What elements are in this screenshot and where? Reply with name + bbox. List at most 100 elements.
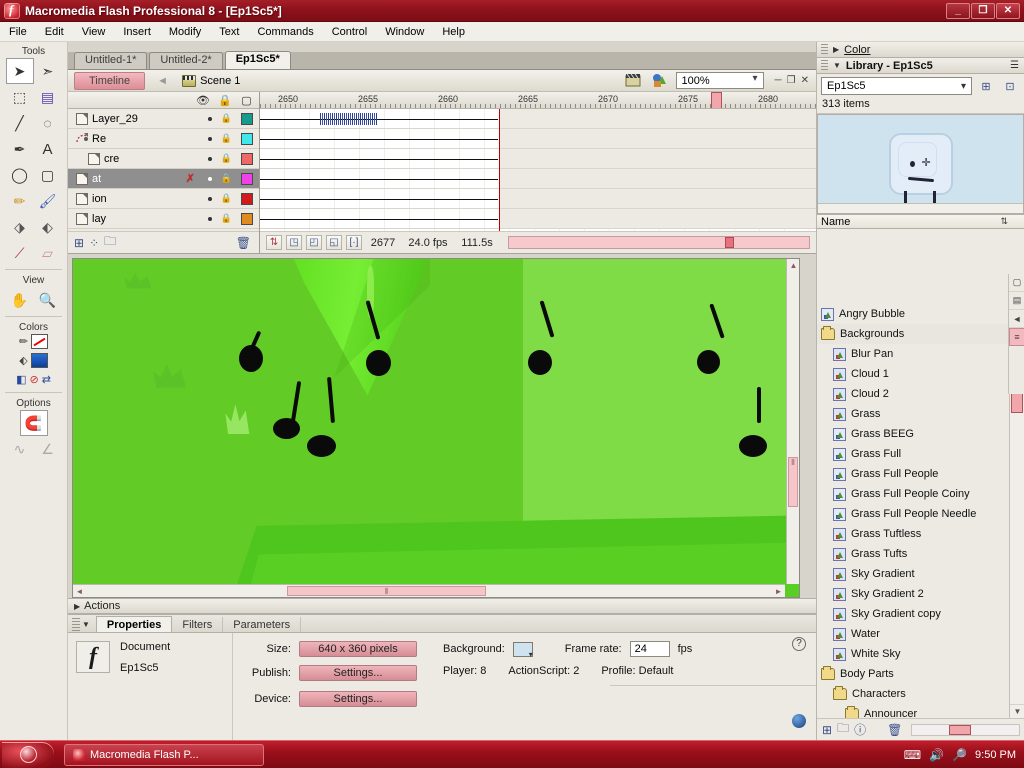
tab-parameters[interactable]: Parameters bbox=[223, 617, 302, 632]
taskbar-item-flash[interactable]: Macromedia Flash P... bbox=[64, 743, 264, 766]
panel-grip[interactable] bbox=[72, 618, 80, 632]
clock[interactable]: 9:50 PM bbox=[975, 748, 1016, 761]
frame-row[interactable] bbox=[260, 149, 816, 169]
stage-vscroll-thumb[interactable]: ⦀ bbox=[788, 457, 798, 508]
layer-outline-color[interactable] bbox=[241, 152, 253, 165]
layer-row[interactable]: Layer_29 🔒 bbox=[68, 109, 259, 129]
panel-strip-list-icon[interactable]: ▤ bbox=[1009, 292, 1024, 310]
layer-lock-toggle[interactable]: 🔒 bbox=[220, 113, 232, 123]
panel-grip[interactable] bbox=[821, 43, 828, 56]
new-folder-icon[interactable]: 🗀 bbox=[837, 721, 850, 735]
stage-scroll-up-arrow[interactable]: ▲ bbox=[789, 261, 798, 270]
list-item[interactable]: Angry Bubble bbox=[817, 304, 1008, 324]
start-button[interactable] bbox=[2, 741, 54, 768]
list-item[interactable]: Blur Pan bbox=[817, 344, 1008, 364]
frame-row[interactable] bbox=[260, 189, 816, 209]
actions-expand-arrow[interactable]: ▶ bbox=[74, 601, 81, 611]
edit-scene-icon[interactable] bbox=[624, 72, 644, 90]
add-motion-guide-icon[interactable]: ⁘ bbox=[89, 235, 100, 250]
panel-options-icon[interactable]: ☰ bbox=[1010, 60, 1019, 71]
black-and-white-icon[interactable]: ◧ bbox=[16, 374, 27, 386]
timeline-horizontal-scrollbar[interactable] bbox=[508, 236, 810, 249]
layer-outline-color[interactable] bbox=[241, 172, 253, 185]
list-item[interactable]: Grass BEEG bbox=[817, 424, 1008, 444]
menu-modify[interactable]: Modify bbox=[168, 25, 202, 38]
close-button[interactable]: ✕ bbox=[996, 2, 1020, 19]
timeline-ruler[interactable]: 2650 2655 2660 2665 2670 2675 2680 2685 … bbox=[260, 92, 816, 109]
layer-lock-toggle[interactable]: 🔒 bbox=[220, 213, 232, 223]
insert-layer-icon[interactable]: ⊞ bbox=[74, 235, 85, 250]
properties-collapse-arrow[interactable]: ▼ bbox=[82, 620, 90, 629]
list-item[interactable]: Grass bbox=[817, 404, 1008, 424]
outline-icon[interactable]: ▢ bbox=[241, 94, 252, 107]
library-panel-header[interactable]: ▼ Library - Ep1Sc5 ☰ bbox=[817, 58, 1024, 74]
pencil-tool[interactable]: ✏ bbox=[13, 193, 26, 209]
line-tool[interactable]: ╱ bbox=[15, 115, 24, 131]
paint-bucket-tool[interactable]: ⬖ bbox=[42, 219, 53, 235]
list-item[interactable]: Grass Full People Coiny bbox=[817, 484, 1008, 504]
menu-control[interactable]: Control bbox=[331, 25, 368, 38]
ink-bottle-tool[interactable]: ⬗ bbox=[14, 219, 25, 235]
smooth-icon[interactable]: ∿ bbox=[13, 441, 26, 457]
restore-button[interactable]: ❐ bbox=[971, 2, 995, 19]
layer-outline-color[interactable] bbox=[241, 132, 253, 145]
snap-to-objects-icon[interactable]: 🧲 bbox=[19, 410, 48, 436]
panel-grip[interactable] bbox=[821, 59, 828, 72]
search-icon[interactable]: 🔎 bbox=[952, 747, 968, 762]
onion-skin-outlines-icon[interactable]: ◰ bbox=[306, 235, 322, 250]
library-horizontal-scrollbar[interactable] bbox=[911, 723, 1020, 736]
brush-tool[interactable]: 🖌 bbox=[38, 193, 57, 209]
minimize-button[interactable]: _ bbox=[946, 2, 970, 19]
straighten-icon[interactable]: ∠ bbox=[41, 441, 54, 457]
layer-outline-color[interactable] bbox=[241, 112, 253, 125]
swap-colors-icon[interactable]: ⇄ bbox=[41, 374, 51, 386]
playhead-handle[interactable] bbox=[711, 92, 722, 108]
no-color-icon[interactable]: ⊘ bbox=[29, 374, 39, 386]
menu-commands[interactable]: Commands bbox=[257, 25, 314, 38]
list-item[interactable]: Sky Gradient bbox=[817, 564, 1008, 584]
stage-hscroll-thumb[interactable]: ⦀ bbox=[286, 586, 486, 596]
menu-view[interactable]: View bbox=[81, 25, 106, 38]
library-item-list[interactable]: Angry Bubble Backgrounds Blur Pan Cloud … bbox=[817, 304, 1008, 718]
tab-properties[interactable]: Properties bbox=[95, 616, 173, 632]
framerate-input[interactable]: 24 bbox=[629, 641, 670, 657]
edit-symbols-icon[interactable] bbox=[650, 72, 670, 90]
zoom-level-select[interactable]: 100% bbox=[675, 72, 764, 89]
globe-icon[interactable] bbox=[792, 714, 806, 728]
pin-current-library-icon[interactable]: ⊡ bbox=[1005, 80, 1015, 93]
timeline-tab[interactable]: Timeline bbox=[74, 71, 146, 90]
menu-help[interactable]: Help bbox=[442, 25, 465, 38]
library-document-select[interactable]: Ep1Sc5 bbox=[821, 77, 972, 95]
layer-outline-color[interactable] bbox=[241, 212, 253, 225]
list-item[interactable]: Characters bbox=[817, 684, 1008, 704]
panel-strip-arrow-icon[interactable]: ◄ bbox=[1009, 310, 1024, 328]
timeline-close-button[interactable]: ✕ bbox=[800, 75, 809, 86]
layer-lock-toggle[interactable]: 🔒 bbox=[220, 173, 232, 183]
properties-icon[interactable]: ⓘ bbox=[854, 723, 867, 737]
timeline-maximize-button[interactable]: ❐ bbox=[786, 75, 796, 86]
pen-tool[interactable]: ✒ bbox=[13, 141, 26, 157]
color-panel-expand-arrow[interactable]: ▶ bbox=[833, 45, 840, 54]
hand-tool[interactable]: ✋ bbox=[10, 292, 29, 308]
list-item[interactable]: Announcer bbox=[817, 704, 1008, 718]
menu-text[interactable]: Text bbox=[219, 25, 240, 38]
layer-lock-toggle[interactable]: 🔒 bbox=[220, 153, 232, 163]
back-arrow-icon[interactable]: ◄ bbox=[157, 74, 169, 87]
eyedropper-tool[interactable]: ⟋ bbox=[14, 245, 25, 261]
list-item[interactable]: Cloud 2 bbox=[817, 384, 1008, 404]
list-item[interactable]: Grass Full bbox=[817, 444, 1008, 464]
layer-visibility-toggle[interactable] bbox=[207, 176, 212, 181]
list-item[interactable]: Grass Full People Needle bbox=[817, 504, 1008, 524]
sort-order-icon[interactable]: ⇅ bbox=[1000, 216, 1008, 226]
stage-vertical-scrollbar[interactable]: ▲ ⦀ bbox=[786, 259, 799, 584]
list-item[interactable]: Backgrounds bbox=[817, 324, 1008, 344]
help-icon[interactable]: ? bbox=[792, 637, 806, 651]
lasso-tool[interactable]: ◌ bbox=[43, 115, 52, 131]
selection-tool[interactable]: ➤ bbox=[5, 58, 34, 84]
layer-visibility-toggle[interactable] bbox=[207, 156, 212, 161]
menu-insert[interactable]: Insert bbox=[123, 25, 151, 38]
frame-row[interactable] bbox=[260, 129, 816, 149]
list-item[interactable]: Grass Tuftless bbox=[817, 524, 1008, 544]
list-item[interactable]: Grass Full People bbox=[817, 464, 1008, 484]
menu-edit[interactable]: Edit bbox=[44, 25, 64, 38]
